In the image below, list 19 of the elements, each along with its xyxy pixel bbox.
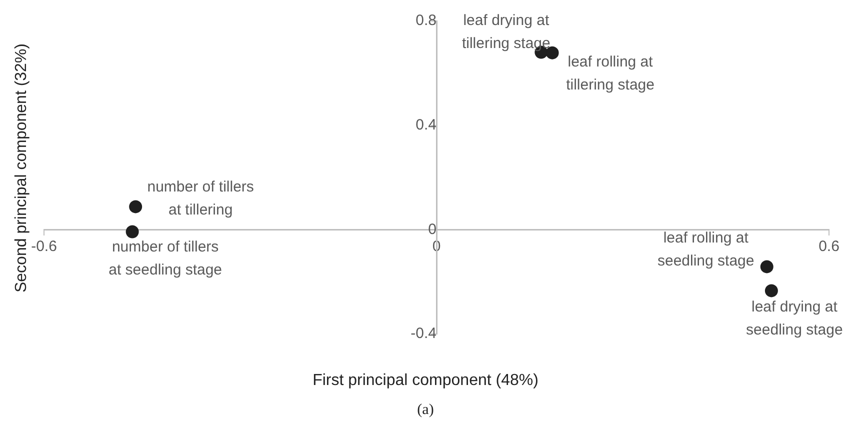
- annotation: number of tillers at tillering: [147, 178, 254, 218]
- text: (a): [416, 402, 435, 419]
- point: [764, 284, 778, 298]
- point: [126, 225, 139, 238]
- annotation: leaf drying at tillering stage: [462, 12, 550, 52]
- y-tick-label: 0.4: [416, 116, 436, 134]
- annotation: leaf drying at seedling stage: [746, 298, 843, 338]
- x-tick-label: 0.6: [818, 238, 840, 255]
- y-axis-title: Second principal component (32%): [12, 42, 31, 295]
- y-tick-label: 0.8: [416, 12, 436, 30]
- point: [760, 260, 774, 274]
- y-tick-label: -0.4: [410, 325, 436, 342]
- x-axis-title: First principal component (48%): [312, 372, 540, 390]
- y-tick-label: 0: [428, 220, 436, 238]
- annotation: number of tillers at seedling stage: [108, 238, 222, 278]
- annotation: leaf rolling at seedling stage: [657, 229, 754, 270]
- point: [129, 200, 142, 214]
- annotation: leaf rolling at tillering stage: [566, 53, 654, 94]
- x-tick-label: -0.6: [31, 238, 57, 255]
